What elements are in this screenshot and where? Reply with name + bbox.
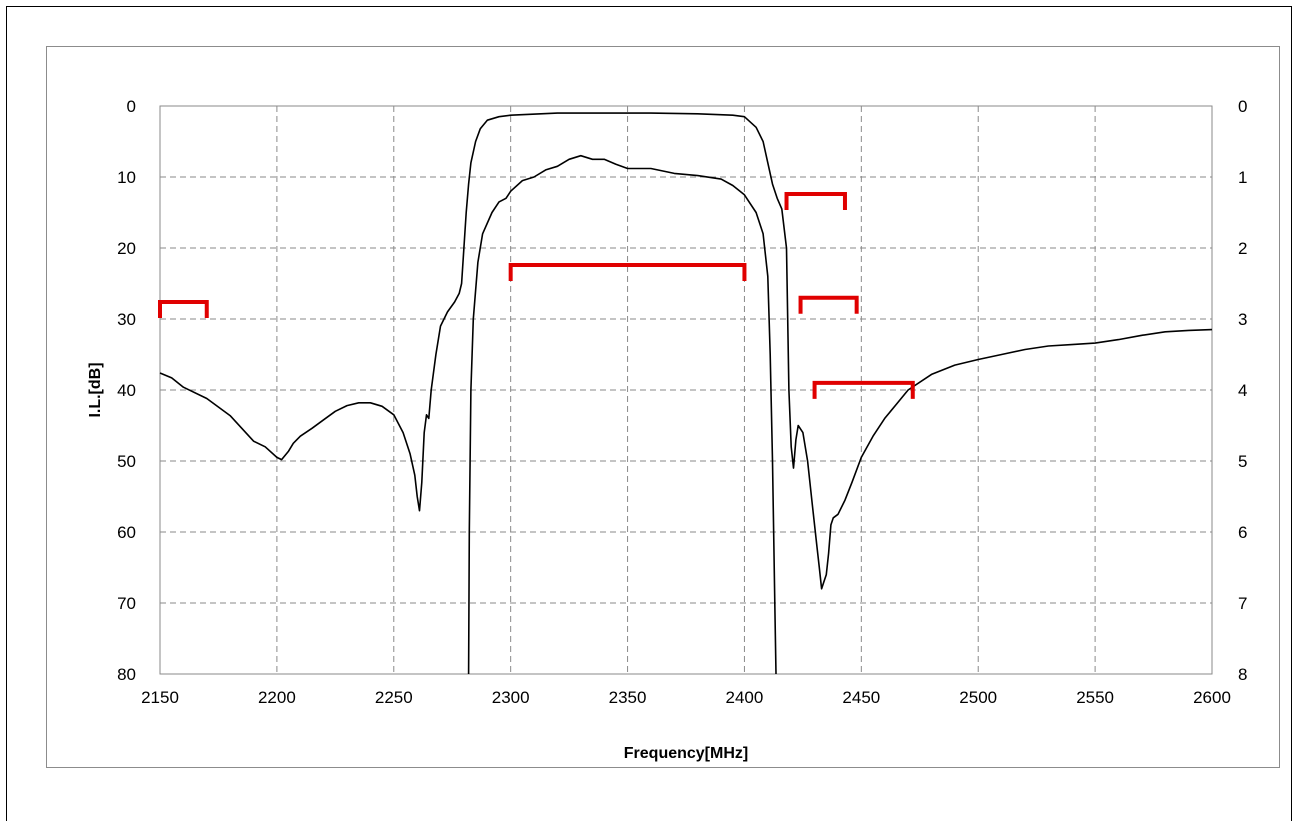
y-right-tick-label: 8 [1238,665,1247,684]
spec-limit-mark [787,194,845,210]
x-tick-label: 2400 [726,688,764,707]
y-left-tick-label: 30 [117,310,136,329]
x-tick-label: 2550 [1076,688,1114,707]
x-tick-label: 2600 [1193,688,1231,707]
y-left-tick-label: 80 [117,665,136,684]
y-left-tick-label: 0 [127,97,136,116]
y-right-tick-labels: 0 1 2 3 4 5 6 7 8 [1238,97,1247,684]
x-tick-label: 2300 [492,688,530,707]
series-lines [160,113,1212,674]
spec-limit-mark [160,302,207,318]
series-line-left-axis [160,113,1212,589]
grid-lines [160,106,1212,674]
y-right-tick-label: 5 [1238,452,1247,471]
spec-limit-mark [801,298,857,314]
spec-limit-mark [815,383,913,399]
x-tick-label: 2250 [375,688,413,707]
x-tick-label: 2150 [141,688,179,707]
x-tick-label: 2500 [959,688,997,707]
y-left-tick-labels: 0 10 20 30 40 50 60 70 80 [117,97,136,684]
y-left-tick-label: 70 [117,594,136,613]
y-left-tick-label: 60 [117,523,136,542]
x-axis-title: Frequency[MHz] [624,745,748,762]
x-tick-label: 2200 [258,688,296,707]
y-left-tick-label: 40 [117,381,136,400]
y-left-tick-label: 10 [117,168,136,187]
x-tick-labels: 2150 2200 2250 2300 2350 2400 2450 2500 2550 2600 [141,688,1231,707]
y-left-tick-label: 20 [117,239,136,258]
y-right-tick-label: 6 [1238,523,1247,542]
y-right-tick-label: 2 [1238,239,1247,258]
x-tick-label: 2450 [842,688,880,707]
y-right-tick-label: 3 [1238,310,1247,329]
y-right-tick-label: 1 [1238,168,1247,187]
spec-marks [160,194,913,399]
y-right-tick-label: 4 [1238,381,1247,400]
y-right-tick-label: 7 [1238,594,1247,613]
x-tick-label: 2350 [609,688,647,707]
y-axis-title: I.L.[dB] [87,362,104,417]
series-line-right-axis [469,156,776,674]
y-left-tick-label: 50 [117,452,136,471]
y-right-tick-label: 0 [1238,97,1247,116]
